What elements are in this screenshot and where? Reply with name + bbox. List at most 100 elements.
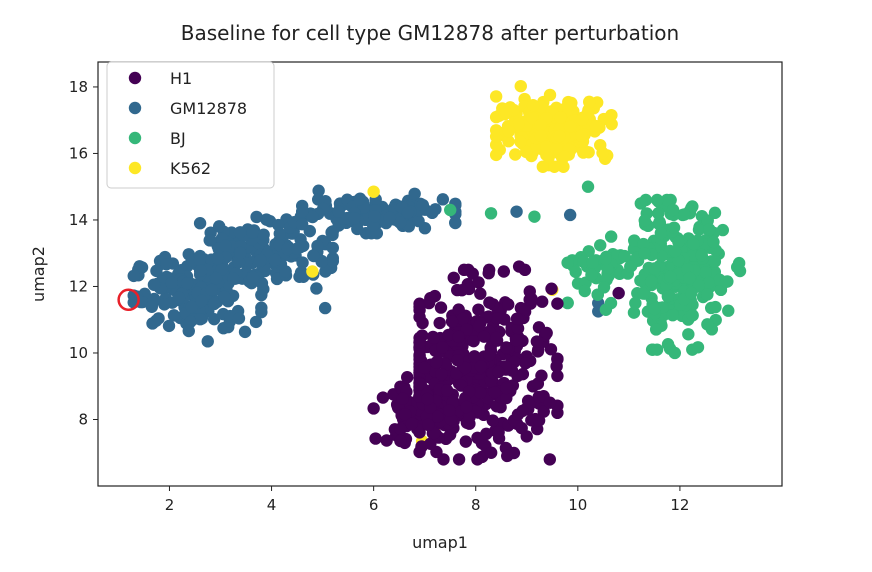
data-point (399, 408, 412, 421)
legend-marker (128, 101, 142, 115)
data-point (519, 145, 533, 159)
data-point (540, 140, 553, 154)
data-point (367, 402, 380, 415)
data-point (605, 117, 618, 131)
data-point (369, 432, 382, 445)
data-point (624, 260, 637, 273)
data-point (393, 216, 407, 229)
data-point (201, 335, 214, 348)
data-point (666, 309, 679, 322)
data-point (460, 400, 473, 414)
data-point (219, 239, 232, 252)
data-point (618, 249, 631, 263)
data-point (254, 253, 267, 267)
data-point (227, 272, 240, 285)
data-point (511, 322, 525, 335)
data-point (586, 256, 599, 269)
data-point (597, 281, 611, 294)
data-point (499, 106, 513, 119)
data-point (408, 187, 421, 201)
data-point (468, 350, 481, 363)
data-point (601, 262, 614, 276)
data-point (326, 255, 340, 268)
data-point (563, 208, 577, 222)
data-point (509, 148, 522, 161)
series-k562-points (306, 79, 618, 448)
data-point (638, 247, 651, 260)
data-point (685, 286, 698, 300)
data-point (530, 141, 543, 154)
data-point (273, 227, 286, 240)
y-tick-label: 16 (69, 144, 88, 162)
data-point (172, 291, 186, 304)
data-point (255, 301, 268, 314)
data-point (209, 271, 223, 285)
data-point (500, 381, 513, 395)
data-point (650, 193, 664, 207)
data-point (544, 343, 558, 356)
x-tick-label: 10 (568, 496, 587, 514)
data-point (510, 205, 523, 218)
data-point (451, 354, 464, 367)
x-tick-label: 8 (471, 496, 481, 514)
data-point (519, 357, 532, 370)
data-point (218, 290, 231, 303)
data-point (310, 282, 323, 295)
data-point (605, 108, 618, 122)
data-point (207, 312, 221, 326)
legend-marker (128, 161, 142, 175)
legend: H1 GM12878 BJ K562 (106, 61, 275, 189)
data-point (249, 315, 263, 329)
x-tick-label: 6 (369, 496, 379, 514)
data-point (477, 330, 491, 343)
data-point (634, 274, 647, 287)
legend-item-k562: K562 (128, 159, 211, 178)
data-point (594, 138, 607, 152)
data-point (290, 242, 304, 255)
data-point (660, 193, 674, 207)
data-point (486, 414, 499, 427)
plot-frame (97, 61, 783, 487)
data-point (612, 286, 625, 300)
data-point (444, 203, 457, 217)
data-point (474, 386, 487, 399)
data-point (463, 410, 476, 424)
data-point (193, 217, 207, 230)
data-point (207, 297, 221, 311)
data-point (295, 266, 309, 279)
data-point (414, 377, 427, 391)
data-point (268, 253, 282, 267)
data-point (561, 296, 574, 310)
legend-label: K562 (170, 159, 211, 178)
legend-item-h1: H1 (128, 69, 192, 88)
data-point (551, 369, 564, 383)
data-point (644, 275, 658, 288)
data-point (474, 360, 488, 373)
data-point (456, 312, 469, 326)
data-point (442, 328, 455, 342)
data-point (589, 119, 603, 133)
x-tick-label: 2 (165, 496, 175, 514)
data-point (535, 295, 549, 308)
data-point (722, 304, 735, 317)
data-point (306, 210, 319, 224)
data-point (502, 298, 515, 311)
data-point (368, 210, 381, 223)
data-point (534, 118, 547, 132)
data-point (474, 287, 487, 300)
data-point (500, 341, 513, 354)
data-point (649, 323, 663, 336)
y-tick-label: 12 (69, 277, 88, 295)
data-point (483, 348, 496, 362)
data-point (430, 356, 443, 369)
data-point (514, 79, 527, 93)
data-point (165, 276, 178, 289)
data-point (326, 241, 340, 255)
data-point (627, 306, 641, 319)
data-point (433, 316, 446, 330)
data-point (306, 265, 319, 278)
data-point (490, 331, 503, 344)
data-point (450, 367, 463, 380)
data-point (650, 343, 664, 356)
